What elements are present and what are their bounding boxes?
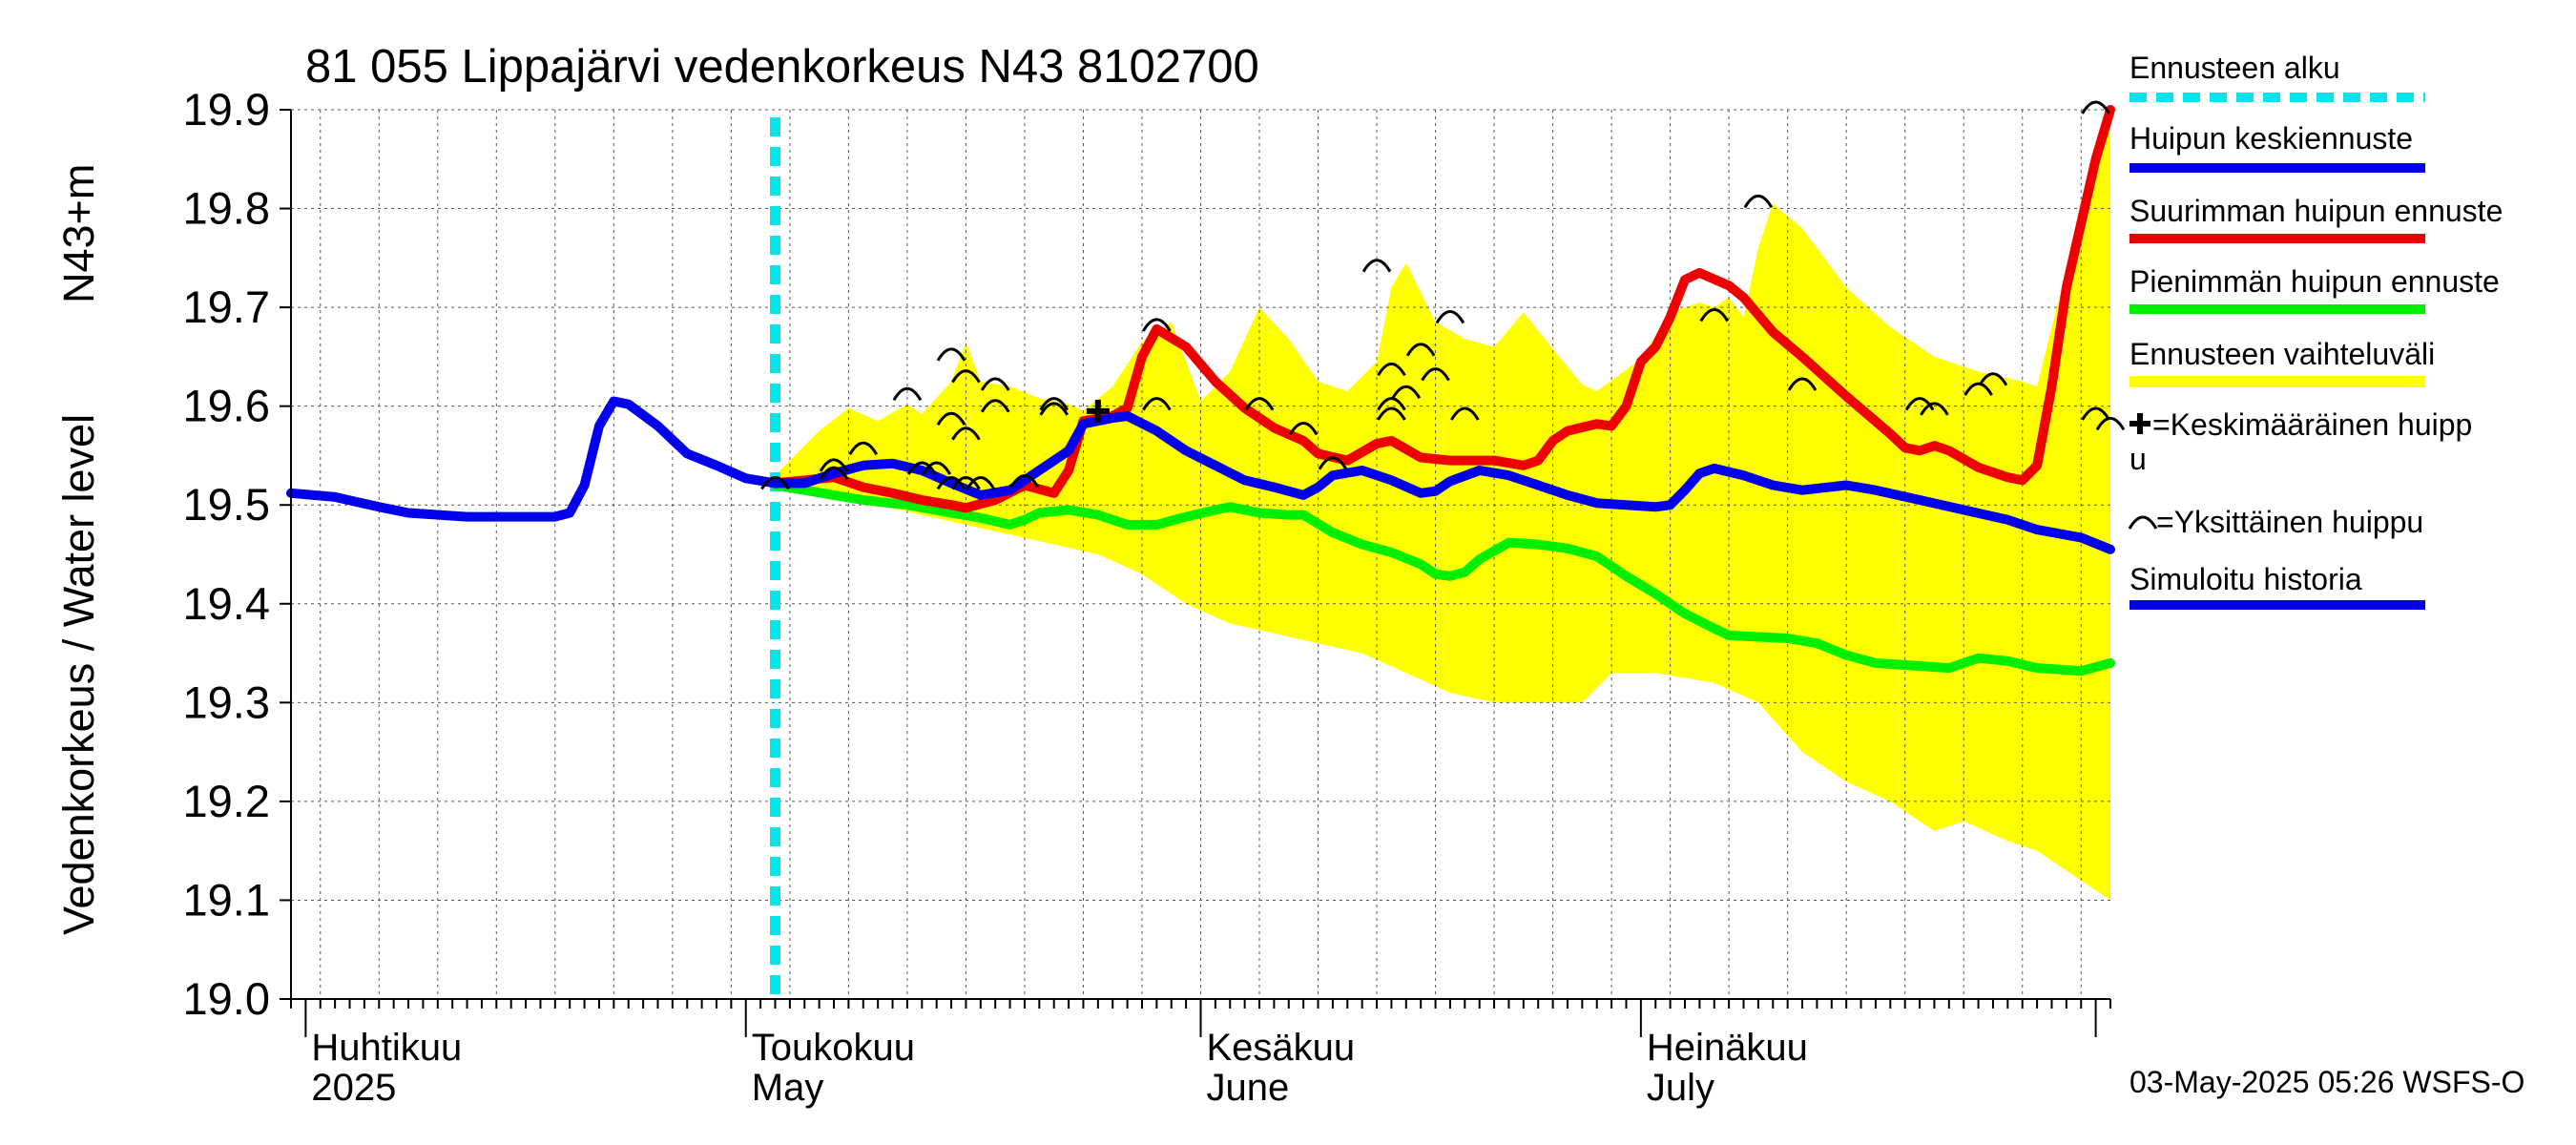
peak-marker <box>1920 402 1949 416</box>
legend-label: =Yksittäinen huippu <box>2156 505 2423 539</box>
peak-marker <box>760 476 790 490</box>
peak-marker <box>1421 367 1450 382</box>
peak-marker <box>848 441 879 456</box>
timestamp-footer: 03-May-2025 05:26 WSFS-O <box>2129 1065 2524 1099</box>
peak-marker <box>1391 385 1422 400</box>
series-lines <box>286 105 2115 677</box>
peak-marker <box>819 458 849 472</box>
peak-marker <box>936 347 966 362</box>
legend-label-cont: u <box>2129 442 2147 476</box>
peak-marker <box>980 399 1010 413</box>
grid <box>291 109 2110 999</box>
peak-marker <box>1142 397 1172 411</box>
individual-peak-markers <box>760 100 2126 490</box>
y-tick-label: 19.5 <box>183 479 270 530</box>
peak-marker <box>1963 382 1993 396</box>
peak-marker <box>1699 308 1730 323</box>
legend-label: Suurimman huipun ennuste <box>2129 194 2503 228</box>
peak-marker <box>1435 310 1465 324</box>
peak-marker <box>1978 372 2008 386</box>
legend-symbol-arc <box>2128 515 2158 530</box>
peak-marker <box>892 386 923 402</box>
peak-marker <box>1377 397 1406 411</box>
peak-marker <box>1142 318 1172 332</box>
chart-title: 81 055 Lippajärvi vedenkorkeus N43 81027… <box>305 41 1259 93</box>
peak-marker <box>1039 397 1070 411</box>
x-month-label-en: 2025 <box>311 1067 396 1109</box>
y-tick-label: 19.6 <box>183 381 270 431</box>
legend-label: Ennusteen vaihteluväli <box>2129 337 2435 371</box>
peak-marker <box>1904 397 1935 411</box>
y-axis-label: Vedenkorkeus / Water level <box>54 414 103 935</box>
peak-marker <box>907 461 937 475</box>
peak-marker <box>951 369 981 384</box>
y-tick-label: 19.0 <box>183 973 270 1024</box>
peak-marker <box>1361 259 1392 273</box>
peak-marker <box>2095 416 2126 431</box>
x-month-label-fi: Toukokuu <box>752 1027 915 1069</box>
forecast-range-band <box>775 110 2110 901</box>
legend-label: Pienimmän huipun ennuste <box>2129 264 2500 299</box>
axes <box>280 109 2111 1037</box>
peak-marker <box>1009 473 1040 489</box>
peak-marker <box>1318 456 1348 470</box>
mean-peak-marker <box>1086 399 1110 423</box>
x-month-label-en: May <box>752 1067 824 1109</box>
legend-label: Huipun keskiennuste <box>2129 121 2413 156</box>
peak-marker <box>1743 194 1774 209</box>
peak-marker <box>922 461 951 475</box>
x-month-label-en: July <box>1647 1067 1714 1109</box>
peak-marker <box>1450 406 1480 421</box>
x-month-label-fi: Huhtikuu <box>311 1027 462 1069</box>
peak-marker <box>819 466 849 480</box>
peak-marker <box>1377 406 1406 421</box>
x-month-label-fi: Heinäkuu <box>1647 1027 1808 1069</box>
peak-marker <box>951 476 981 490</box>
y-tick-labels: 19.0 19.1 19.2 19.3 19.4 19.5 19.6 19.7 19.8 19.9 <box>183 84 270 1024</box>
y-tick-label: 19.3 <box>183 677 270 727</box>
y-tick-label: 19.4 <box>183 578 270 629</box>
legend: Ennusteen alku Huipun keskiennuste Suurimm… <box>2128 51 2503 610</box>
x-month-label-fi: Kesäkuu <box>1207 1027 1356 1069</box>
peak-marker <box>1288 422 1319 436</box>
peak-marker <box>1039 402 1070 416</box>
series-line-mean <box>770 411 2115 554</box>
peak-marker <box>1405 343 1436 357</box>
peak-marker <box>966 476 996 490</box>
y-tick-label: 19.8 <box>183 183 270 234</box>
peak-marker <box>2081 406 2110 421</box>
peak-marker <box>936 411 966 426</box>
peak-marker <box>936 476 966 490</box>
peak-marker <box>2081 100 2110 114</box>
peak-marker <box>1377 362 1406 377</box>
y-tick-label: 19.9 <box>183 84 270 135</box>
y-tick-label: 19.1 <box>183 874 270 925</box>
y-tick-label: 19.7 <box>183 281 270 332</box>
series-line-max <box>770 105 2115 513</box>
y-tick-label: 19.2 <box>183 776 270 826</box>
legend-symbol-cross <box>2129 413 2150 434</box>
legend-label: Ennusteen alku <box>2129 51 2340 85</box>
series-line-history <box>286 396 780 522</box>
peak-marker <box>951 427 981 441</box>
peak-marker <box>1244 397 1275 411</box>
legend-label: =Keskimääräinen huipp <box>2152 407 2472 442</box>
legend-label: Simuloitu historia <box>2129 562 2362 596</box>
forecast-band-area <box>775 110 2110 901</box>
peak-marker <box>1787 377 1818 391</box>
peak-marker <box>980 377 1010 391</box>
x-month-label-en: June <box>1207 1067 1290 1109</box>
series-line-min <box>770 480 2115 677</box>
y-axis-unit: N43+m <box>54 164 103 303</box>
